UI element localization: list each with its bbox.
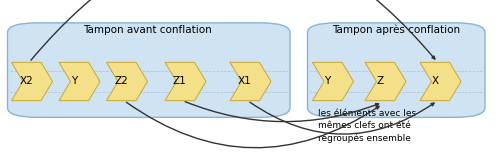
Polygon shape [420,62,461,101]
FancyArrowPatch shape [31,0,435,60]
FancyBboxPatch shape [8,23,290,117]
FancyArrowPatch shape [126,102,379,148]
Text: Z2: Z2 [114,76,128,87]
Polygon shape [165,62,206,101]
Polygon shape [12,62,52,101]
Polygon shape [59,62,100,101]
Polygon shape [106,62,148,101]
Text: X2: X2 [20,76,33,87]
Text: Tampon après conflation: Tampon après conflation [332,25,460,35]
Text: Z1: Z1 [173,76,186,87]
Text: les éléments avec les
mêmes clefs ont été
regroupés ensemble: les éléments avec les mêmes clefs ont ét… [318,109,416,143]
Text: Y: Y [70,76,77,87]
Polygon shape [312,62,354,101]
FancyBboxPatch shape [308,23,485,117]
Text: Z: Z [376,76,384,87]
Text: X1: X1 [238,76,252,87]
FancyArrowPatch shape [250,102,434,134]
Polygon shape [230,62,271,101]
FancyArrowPatch shape [185,102,378,122]
Text: X: X [431,76,438,87]
Text: Tampon avant conflation: Tampon avant conflation [83,25,212,35]
Text: Y: Y [324,76,330,87]
Polygon shape [365,62,406,101]
